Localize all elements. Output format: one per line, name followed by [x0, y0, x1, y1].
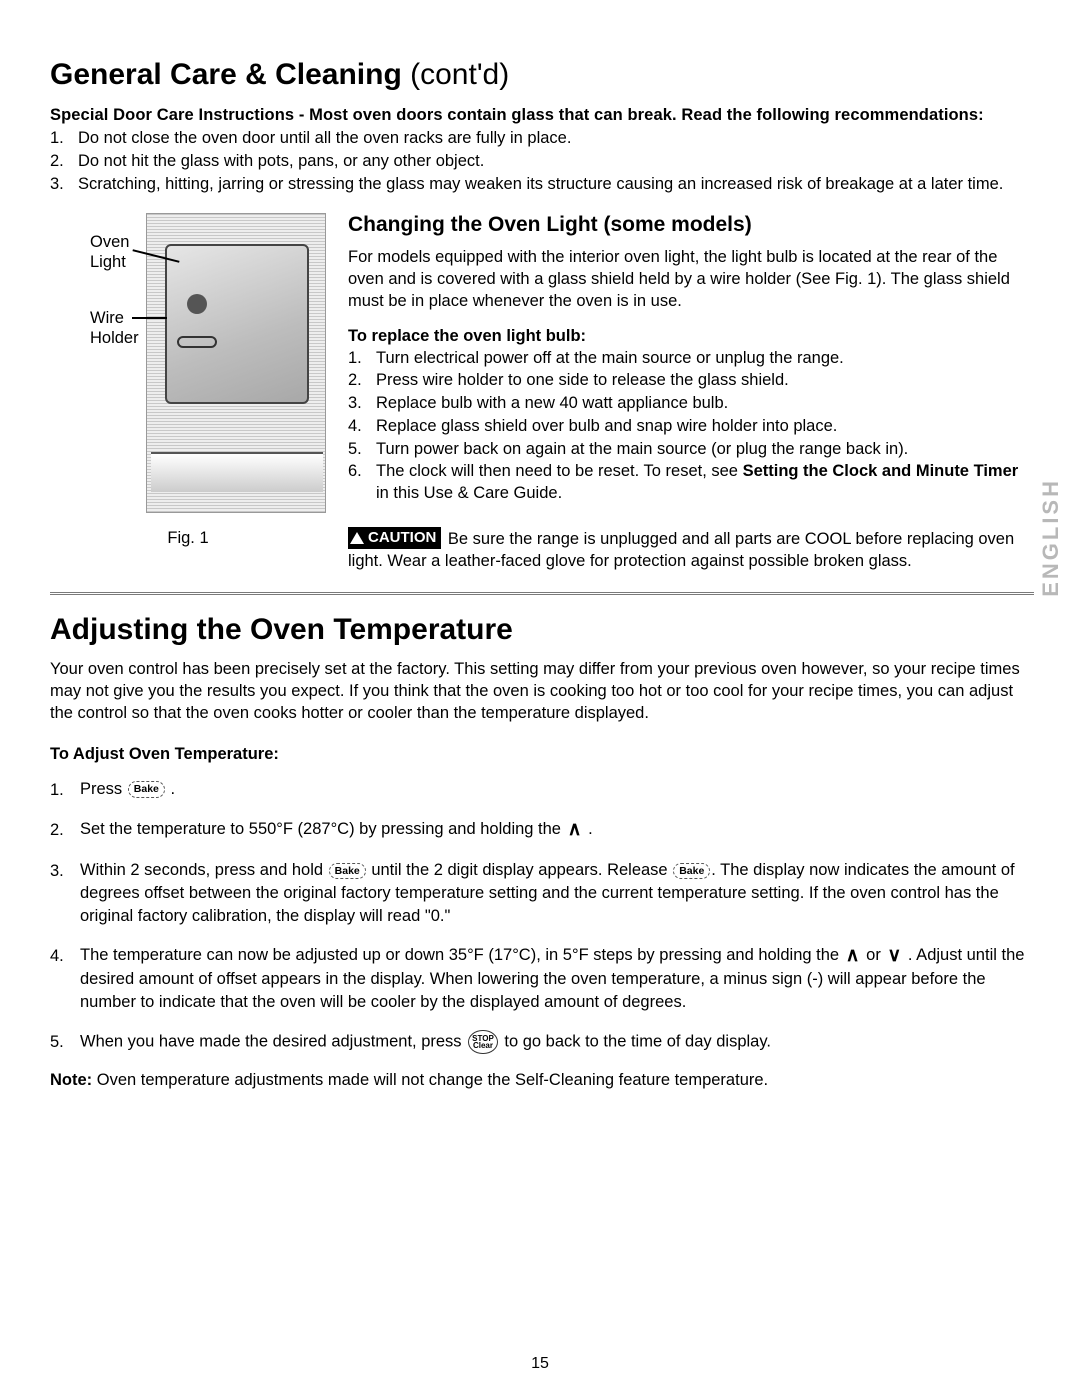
caution-box: CAUTION Be sure the range is unplugged a…	[348, 527, 1034, 572]
list-item: 1. Press Bake .	[50, 778, 1034, 803]
adjust-proc-heading: To Adjust Oven Temperature:	[50, 745, 1034, 764]
warning-triangle-icon	[350, 532, 364, 544]
page-number: 15	[0, 1355, 1080, 1373]
section2-title: Adjusting the Oven Temperature	[50, 613, 1034, 647]
wire-holder-icon	[177, 336, 217, 348]
bake-button-icon: Bake	[329, 863, 366, 880]
note-line: Note: Oven temperature adjustments made …	[50, 1070, 1034, 1092]
bake-button-icon: Bake	[673, 863, 710, 880]
list-item: 3.Replace bulb with a new 40 watt applia…	[348, 393, 1034, 415]
changing-light-heading: Changing the Oven Light (some models)	[348, 213, 1034, 237]
stop-clear-button-icon: STOP Clear	[468, 1030, 498, 1054]
door-care-intro: Special Door Care Instructions - Most ov…	[50, 106, 1034, 125]
adjust-steps-list: 1. Press Bake . 2. Set the temperature t…	[50, 778, 1034, 1055]
changing-light-para: For models equipped with the interior ov…	[348, 247, 1034, 312]
side-english-label: ENGLISH	[1038, 478, 1064, 597]
list-item: 6. The clock will then need to be reset.…	[348, 461, 1034, 505]
door-care-list: 1.Do not close the oven door until all t…	[50, 128, 1034, 195]
section1-title: General Care & Cleaning (cont'd)	[50, 58, 1034, 92]
list-item: 3. Within 2 seconds, press and hold Bake…	[50, 859, 1034, 928]
figure-caption: Fig. 1	[50, 529, 326, 548]
adjust-intro: Your oven control has been precisely set…	[50, 659, 1034, 724]
section1-title-main: General Care & Cleaning	[50, 58, 402, 91]
figure-column: Oven Light Wire Holder Fig. 1	[50, 213, 326, 548]
list-item: 4.Replace glass shield over bulb and sna…	[348, 416, 1034, 438]
list-item: 4. The temperature can now be adjusted u…	[50, 944, 1034, 1013]
caution-tag: CAUTION	[348, 527, 441, 549]
figure-and-text-row: Oven Light Wire Holder Fig. 1 Changing t…	[50, 213, 1034, 572]
arrow-down-icon: ∨	[887, 951, 901, 961]
caution-text: Be sure the range is unplugged and all p…	[348, 530, 1014, 570]
arrow-up-icon: ∧	[846, 951, 860, 961]
list-item: 5. When you have made the desired adjust…	[50, 1030, 1034, 1055]
list-item: 2.Do not hit the glass with pots, pans, …	[50, 151, 1034, 173]
replace-bulb-list: 1.Turn electrical power off at the main …	[348, 348, 1034, 505]
manual-page: General Care & Cleaning (cont'd) Special…	[0, 0, 1080, 1132]
bake-button-icon: Bake	[128, 781, 165, 798]
section-divider	[50, 592, 1034, 595]
section1-title-suffix: (cont'd)	[402, 58, 509, 91]
list-item: 1.Turn electrical power off at the main …	[348, 348, 1034, 370]
list-item: 2.Press wire holder to one side to relea…	[348, 370, 1034, 392]
replace-bulb-heading: To replace the oven light bulb:	[348, 327, 1034, 346]
right-column: Changing the Oven Light (some models) Fo…	[348, 213, 1034, 572]
list-item: 2. Set the temperature to 550°F (287°C) …	[50, 818, 1034, 843]
arrow-up-icon: ∧	[568, 825, 582, 835]
bulb-icon	[187, 294, 207, 314]
list-item: 3.Scratching, hitting, jarring or stress…	[50, 174, 1034, 196]
list-item: 1.Do not close the oven door until all t…	[50, 128, 1034, 150]
list-item: 5.Turn power back on again at the main s…	[348, 439, 1034, 461]
label-wire-holder: Wire Holder	[90, 309, 139, 349]
label-oven-light: Oven Light	[90, 233, 129, 273]
